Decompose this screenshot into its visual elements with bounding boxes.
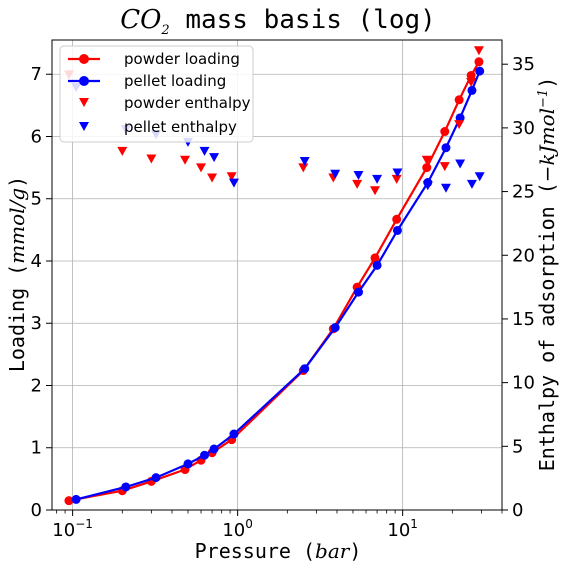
data-point <box>455 113 465 123</box>
chart-title: CO2 mass basis (log) <box>120 5 436 38</box>
data-point <box>199 146 210 156</box>
data-point <box>299 157 310 167</box>
y-tick-label: 2 <box>31 375 42 396</box>
data-point <box>183 459 193 469</box>
y-tick-label: 4 <box>31 251 42 272</box>
data-point <box>352 179 363 189</box>
data-point <box>454 95 464 105</box>
legend-item-pellet-enthalpy: pellet enthalpy <box>79 118 237 136</box>
y2-tick-label: 15 <box>512 309 535 330</box>
y-axis-label: Loading (mmol/g) <box>5 176 29 372</box>
legend-item-pellet-loading: pellet loading <box>68 72 226 90</box>
data-point <box>422 181 433 191</box>
data-point <box>370 186 381 196</box>
data-point <box>475 66 485 76</box>
y2-tick-label: 35 <box>512 54 535 75</box>
data-point <box>441 143 451 153</box>
data-point <box>370 253 380 263</box>
y2-tick-label: 25 <box>512 182 535 203</box>
y2-tick-label: 20 <box>512 245 535 266</box>
y2-tick-label: 5 <box>512 436 523 457</box>
data-point <box>474 172 485 182</box>
y-tick-label: 1 <box>31 438 42 459</box>
data-point <box>372 174 383 184</box>
data-point <box>353 287 363 297</box>
data-point <box>372 260 382 270</box>
data-point <box>71 494 81 504</box>
legend: powder loading pellet loading powder ent… <box>59 45 254 143</box>
legend-label: pellet loading <box>124 72 226 90</box>
data-point <box>298 163 309 173</box>
data-point <box>466 179 477 189</box>
data-point <box>473 46 484 56</box>
plot-frame <box>51 39 503 511</box>
data-point <box>228 178 239 188</box>
data-point <box>466 70 476 80</box>
data-point <box>121 482 131 492</box>
legend-item-powder-loading: powder loading <box>68 50 240 68</box>
data-point <box>209 444 219 454</box>
data-point <box>421 155 432 165</box>
plot-area <box>63 46 485 506</box>
x-tick-label: 101 <box>387 517 418 541</box>
y-tick-label: 3 <box>31 313 42 334</box>
data-point <box>146 154 157 164</box>
data-point <box>180 155 191 165</box>
data-point <box>151 473 161 483</box>
y-tick-label: 5 <box>31 189 42 210</box>
data-point <box>440 183 451 193</box>
data-point <box>454 120 465 130</box>
y2-tick-label: 0 <box>512 500 523 521</box>
data-point <box>474 57 484 67</box>
legend-box <box>59 45 254 143</box>
legend-label: powder loading <box>124 50 240 68</box>
data-point <box>439 162 450 172</box>
data-point <box>422 163 432 173</box>
data-point <box>392 214 402 224</box>
data-point <box>207 173 218 183</box>
data-point <box>392 168 403 178</box>
y-tick-label: 0 <box>31 500 42 521</box>
legend-item-powder-enthalpy: powder enthalpy <box>79 94 251 112</box>
legend-label: pellet enthalpy <box>124 118 237 136</box>
data-point <box>467 85 477 95</box>
data-point <box>330 323 340 333</box>
y2-axis-label: Enthalpy of adsorption (−kJmol−1) <box>535 77 559 472</box>
data-point <box>440 127 450 137</box>
y-tick-label: 7 <box>31 64 42 85</box>
data-point <box>209 153 220 163</box>
data-point <box>196 163 207 173</box>
data-point <box>117 146 128 156</box>
x-tick-label: 100 <box>222 517 253 541</box>
data-point <box>200 450 210 460</box>
data-point <box>466 78 477 88</box>
legend-label: powder enthalpy <box>124 94 251 112</box>
data-point <box>226 172 237 182</box>
x-tick-label: 10−1 <box>52 517 93 541</box>
data-point <box>455 159 466 169</box>
data-point <box>330 169 341 179</box>
data-point <box>392 225 402 235</box>
data-point <box>353 171 364 181</box>
data-point <box>391 174 402 184</box>
data-point <box>300 364 310 374</box>
data-point <box>229 429 239 439</box>
x-axis-label: Pressure (bar) <box>195 539 362 563</box>
y-tick-label: 6 <box>31 126 42 147</box>
y2-tick-label: 30 <box>512 118 535 139</box>
data-point <box>64 496 74 506</box>
y2-tick-label: 10 <box>512 373 535 394</box>
